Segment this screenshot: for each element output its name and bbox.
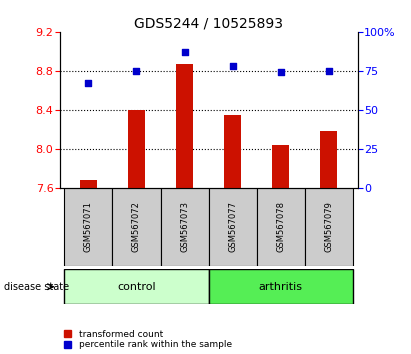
Point: [229, 63, 236, 69]
FancyBboxPatch shape: [256, 188, 305, 266]
Text: GSM567077: GSM567077: [228, 201, 237, 252]
Text: disease state: disease state: [4, 282, 69, 292]
Text: GSM567073: GSM567073: [180, 201, 189, 252]
FancyBboxPatch shape: [209, 269, 353, 304]
Bar: [224, 115, 241, 188]
Bar: [320, 131, 337, 188]
Point: [326, 68, 332, 74]
FancyBboxPatch shape: [161, 188, 209, 266]
Text: control: control: [117, 282, 156, 292]
FancyBboxPatch shape: [65, 188, 113, 266]
Text: GSM567071: GSM567071: [84, 201, 93, 252]
Text: GSM567078: GSM567078: [276, 201, 285, 252]
Legend: transformed count, percentile rank within the sample: transformed count, percentile rank withi…: [64, 330, 232, 349]
Point: [133, 68, 140, 74]
Text: GSM567079: GSM567079: [324, 201, 333, 252]
Point: [277, 69, 284, 75]
Bar: [176, 64, 193, 188]
Bar: [128, 110, 145, 188]
Title: GDS5244 / 10525893: GDS5244 / 10525893: [134, 17, 283, 31]
Text: arthritis: arthritis: [259, 282, 302, 292]
Point: [181, 49, 188, 55]
Bar: [80, 180, 97, 188]
FancyBboxPatch shape: [65, 269, 209, 304]
FancyBboxPatch shape: [209, 188, 256, 266]
FancyBboxPatch shape: [305, 188, 353, 266]
Point: [85, 80, 92, 86]
FancyBboxPatch shape: [113, 188, 161, 266]
Bar: [272, 145, 289, 188]
Text: GSM567072: GSM567072: [132, 201, 141, 252]
